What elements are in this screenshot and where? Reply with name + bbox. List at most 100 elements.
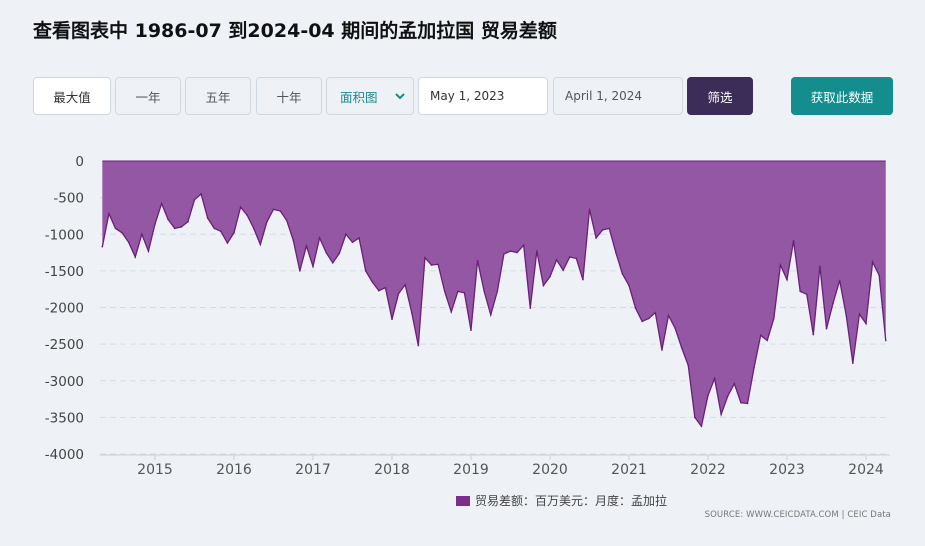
data-point bbox=[397, 292, 400, 295]
data-point bbox=[753, 366, 755, 369]
data-point bbox=[147, 250, 150, 252]
data-point bbox=[575, 257, 578, 260]
data-point bbox=[206, 217, 209, 219]
source-note: SOURCE: WWW.CEICDATA.COM | CEIC Data bbox=[704, 510, 891, 520]
x-tick-label: 2016 bbox=[216, 462, 252, 478]
data-point bbox=[601, 229, 604, 231]
data-point bbox=[562, 269, 564, 271]
x-tick-label: 2021 bbox=[611, 462, 647, 478]
data-point bbox=[430, 264, 433, 266]
start-date-input[interactable]: May 1, 2023 bbox=[418, 77, 548, 115]
data-point bbox=[766, 339, 769, 342]
data-point bbox=[378, 289, 380, 292]
data-point bbox=[213, 227, 216, 230]
data-point bbox=[654, 311, 657, 314]
data-point bbox=[167, 218, 169, 221]
data-point bbox=[615, 251, 617, 254]
data-point bbox=[792, 240, 795, 242]
data-point bbox=[588, 208, 591, 211]
data-point bbox=[404, 283, 406, 286]
data-point bbox=[233, 231, 235, 234]
range-5y-button[interactable]: 五年 bbox=[185, 77, 251, 115]
data-point bbox=[516, 251, 518, 254]
data-point bbox=[661, 349, 663, 351]
data-point bbox=[226, 242, 229, 244]
legend-swatch bbox=[456, 495, 470, 506]
end-date-input[interactable]: April 1, 2024 bbox=[553, 77, 683, 115]
data-point bbox=[509, 250, 512, 252]
data-point bbox=[621, 273, 624, 275]
data-point bbox=[417, 344, 420, 347]
data-point bbox=[871, 261, 874, 263]
data-point bbox=[746, 402, 749, 405]
data-point bbox=[239, 206, 242, 208]
data-point bbox=[299, 270, 301, 272]
data-point bbox=[364, 270, 367, 272]
range-1y-button[interactable]: 一年 bbox=[115, 77, 181, 115]
data-point bbox=[858, 313, 861, 315]
chevron-down-icon bbox=[395, 93, 405, 100]
data-point bbox=[522, 244, 525, 247]
data-point bbox=[121, 231, 123, 234]
data-point bbox=[266, 221, 268, 223]
data-point bbox=[832, 302, 834, 304]
data-point bbox=[733, 382, 736, 385]
x-tick-label: 2024 bbox=[848, 462, 884, 478]
data-point bbox=[457, 290, 459, 293]
data-point bbox=[305, 245, 308, 247]
data-point bbox=[338, 252, 341, 255]
data-point bbox=[200, 193, 202, 195]
data-point bbox=[628, 284, 630, 287]
data-point bbox=[180, 226, 183, 228]
chart-legend[interactable]: 贸易差额：百万美元：月度：孟加拉 bbox=[456, 492, 667, 509]
data-point bbox=[114, 227, 117, 230]
x-tick-label: 2018 bbox=[374, 462, 410, 478]
chart-type-select[interactable]: 面积图 bbox=[326, 77, 414, 115]
data-point bbox=[424, 256, 426, 259]
data-point bbox=[838, 279, 841, 282]
get-data-button[interactable]: 获取此数据 bbox=[791, 77, 893, 115]
data-point bbox=[878, 274, 880, 277]
data-point bbox=[720, 413, 722, 416]
data-point bbox=[384, 286, 387, 289]
data-point bbox=[779, 264, 782, 266]
data-point bbox=[694, 416, 696, 419]
x-tick-label: 2022 bbox=[690, 462, 726, 478]
series-line bbox=[101, 192, 887, 428]
data-point bbox=[463, 292, 466, 294]
filter-button[interactable]: 筛选 bbox=[687, 77, 753, 115]
data-point bbox=[568, 256, 571, 258]
data-point bbox=[318, 237, 321, 239]
chart-type-value: 面积图 bbox=[340, 89, 378, 105]
data-point bbox=[312, 265, 314, 268]
data-point bbox=[391, 318, 393, 321]
data-point bbox=[489, 314, 492, 316]
data-point bbox=[786, 278, 788, 281]
data-point bbox=[483, 290, 485, 293]
data-point bbox=[108, 212, 110, 215]
y-tick-label: 0 bbox=[75, 154, 84, 170]
data-point bbox=[259, 243, 262, 246]
data-point bbox=[852, 362, 854, 364]
data-point bbox=[187, 221, 189, 223]
data-point bbox=[536, 250, 538, 252]
data-point bbox=[127, 241, 130, 244]
legend-label: 贸易差额：百万美元：月度：孟加拉 bbox=[475, 494, 668, 508]
data-point bbox=[634, 307, 637, 310]
data-point bbox=[437, 263, 439, 266]
data-point bbox=[884, 339, 887, 342]
x-tick-label: 2017 bbox=[295, 462, 331, 478]
range-10y-button[interactable]: 十年 bbox=[256, 77, 322, 115]
range-max-button[interactable]: 最大值 bbox=[33, 77, 111, 115]
y-tick-label: -3000 bbox=[45, 374, 84, 390]
data-point bbox=[292, 239, 295, 241]
data-point bbox=[595, 237, 597, 239]
series-area bbox=[102, 161, 886, 427]
data-point bbox=[674, 327, 676, 329]
data-point bbox=[608, 227, 611, 230]
data-point bbox=[496, 290, 499, 293]
data-point bbox=[470, 329, 472, 332]
data-point bbox=[134, 256, 137, 258]
x-tick-label: 2019 bbox=[453, 462, 489, 478]
